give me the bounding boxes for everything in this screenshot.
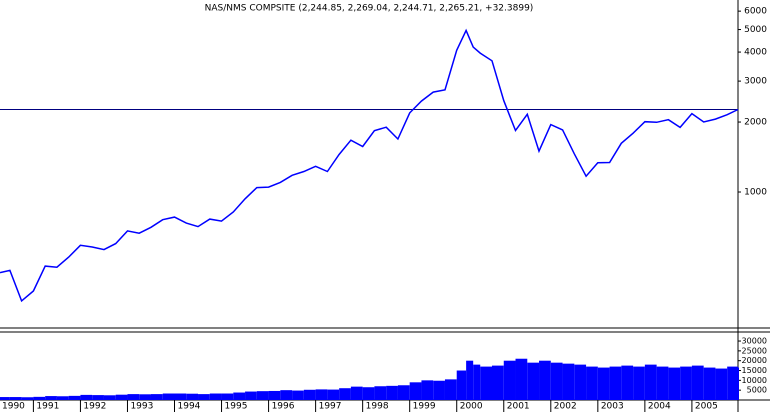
volume-bar (103, 395, 116, 400)
volume-bar (374, 386, 387, 400)
volume-bar (574, 364, 587, 400)
x-tick-label: 1994 (178, 402, 201, 412)
volume-bar (303, 389, 316, 400)
volume-bar (315, 389, 328, 400)
volume-tick-label: 25000 (742, 346, 767, 355)
y-tick-label: 6000 (744, 7, 767, 17)
volume-bar (350, 386, 363, 400)
volume-bar (473, 364, 481, 400)
volume-bar (245, 391, 257, 400)
volume-bar (327, 389, 340, 400)
volume-bar (409, 382, 422, 400)
volume-bar (256, 391, 269, 400)
volume-bar (609, 366, 622, 400)
volume-bar (644, 364, 657, 400)
x-tick-label: 1997 (319, 402, 342, 412)
volume-bar (162, 393, 175, 400)
volume-bar (186, 393, 199, 400)
volume-bar (386, 385, 398, 400)
y-tick-label: 2000 (744, 118, 767, 128)
volume-bar (680, 366, 692, 400)
volume-bar (209, 393, 222, 400)
x-tick-label: 2000 (460, 402, 483, 412)
x-tick-label: 2004 (648, 402, 671, 412)
volume-bar (633, 366, 645, 400)
y-tick-label: 1000 (744, 188, 767, 198)
volume-bar (656, 366, 669, 400)
volume-bar (562, 363, 575, 400)
volume-bar (492, 365, 504, 400)
y-tick-label: 4000 (744, 48, 767, 58)
x-tick-label: 1995 (225, 402, 248, 412)
volume-bar (539, 360, 551, 400)
volume-tick-label: 20000 (742, 356, 767, 365)
volume-bar (280, 390, 293, 400)
volume-bar (339, 388, 351, 400)
volume-bar (0, 397, 10, 400)
volume-bar (738, 367, 739, 400)
volume-bar (466, 360, 474, 400)
volume-bar (433, 380, 445, 400)
volume-bar (668, 367, 681, 400)
volume-bar (703, 367, 716, 400)
chart-title: NAS/NMS COMPSITE (2,244.85, 2,269.04, 2,… (205, 4, 534, 14)
volume-bar (727, 366, 738, 400)
volume-bar (550, 362, 563, 400)
volume-bar (139, 394, 151, 400)
volume-bar (33, 396, 46, 400)
volume-bar (56, 396, 69, 400)
volume-tick-label: 15000 (742, 366, 767, 375)
volume-bar (456, 370, 467, 400)
volume-bar (92, 395, 104, 400)
x-tick-label: 2002 (554, 402, 577, 412)
x-tick-label: 1992 (83, 402, 106, 412)
volume-bar (150, 394, 163, 400)
price-line (0, 28, 739, 303)
volume-bar (80, 394, 93, 400)
y-tick-label: 5000 (744, 25, 767, 35)
y-tick-label: 3000 (744, 77, 767, 87)
volume-bar (45, 396, 57, 400)
volume-bar (362, 387, 375, 400)
volume-bar (715, 368, 728, 400)
x-tick-label: 1996 (272, 402, 295, 412)
volume-bar (444, 379, 457, 400)
x-tick-label: 2003 (601, 402, 624, 412)
volume-bar (9, 397, 22, 400)
volume-tick-label: 30000 (742, 337, 767, 346)
volume-bar (586, 366, 598, 400)
volume-bar (503, 360, 516, 400)
volume-bar (174, 393, 187, 400)
x-tick-label: 1999 (413, 402, 436, 412)
volume-bar (127, 394, 140, 400)
volume-bar (221, 393, 234, 400)
volume-bar (68, 395, 81, 400)
volume-bar (691, 365, 704, 400)
volume-bar (527, 362, 540, 400)
volume-bar (292, 390, 304, 400)
volume-bar (233, 392, 246, 400)
x-tick-label: 2001 (507, 402, 530, 412)
volume-bar (21, 397, 34, 400)
volume-tick-label: 10000 (742, 376, 767, 385)
volume-bar (397, 385, 410, 400)
volume-bar (268, 390, 281, 400)
volume-bar (480, 366, 492, 400)
volume-bar (421, 380, 434, 400)
volume-bar (515, 358, 528, 400)
x-tick-label: 1991 (36, 402, 59, 412)
volume-bar (115, 394, 128, 400)
x-tick-label: 1998 (366, 402, 389, 412)
x-tick-label: 1993 (130, 402, 153, 412)
volume-bar (621, 365, 634, 400)
volume-tick-label: 5000 (747, 386, 767, 395)
volume-bar (198, 394, 210, 400)
x-tick-label: 1990 (2, 402, 25, 412)
volume-bar (597, 367, 610, 400)
x-tick-label: 2005 (695, 402, 718, 412)
